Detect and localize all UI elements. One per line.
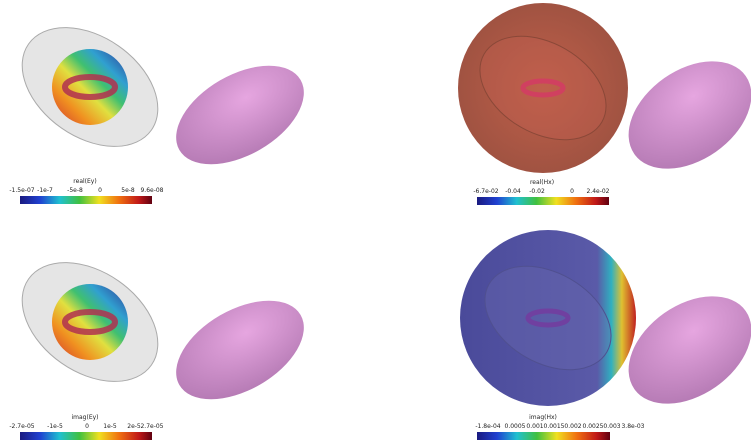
tick-label: 0 (85, 423, 89, 430)
tick-label: 2e-5 (127, 423, 141, 430)
colorbar (477, 432, 610, 440)
tick-label: -2.7e-05 (9, 423, 34, 430)
scene-bottom-right (460, 230, 751, 406)
tick-label: 0.001 (526, 423, 543, 430)
colorbar-real-hx: real(Hx) -6.7e-02 -0.04 -0.02 0 2.4e-02 (473, 179, 610, 205)
tick-label: -1e-7 (37, 187, 53, 194)
tick-label: 2.4e-02 (586, 188, 609, 195)
tick-label: -1.8e-04 (475, 423, 500, 430)
colorbar (477, 197, 609, 205)
tick-label: 2.7e-05 (140, 423, 163, 430)
tick-label: -0.04 (505, 188, 521, 195)
tick-label: -0.02 (529, 188, 545, 195)
tick-label: 1e-5 (103, 423, 117, 430)
tick-label: -5e-8 (67, 187, 83, 194)
tick-label: 9.6e-08 (140, 187, 163, 194)
tick-label: 0 (570, 188, 574, 195)
colorbar (20, 196, 152, 204)
tick-label: 0.002 (564, 423, 581, 430)
tick-label: 3.8e-03 (621, 423, 644, 430)
scene-bottom-left (21, 262, 304, 400)
colorbar-title: imag(Ey) (71, 414, 98, 421)
tick-label: 0 (98, 187, 102, 194)
colorbar (20, 432, 152, 440)
tick-label: 0.003 (603, 423, 620, 430)
colorbar-title: real(Hx) (530, 179, 554, 186)
tick-label: 0.0005 (505, 423, 526, 430)
tick-label: -1e-5 (47, 423, 63, 430)
tick-label: -1.5e-07 (9, 187, 34, 194)
tick-label: 5e-8 (121, 187, 135, 194)
scene-top-right (458, 3, 751, 173)
colorbar-title: imag(Hx) (529, 414, 557, 421)
scene-top-left (21, 27, 304, 165)
tick-label: 0.0015 (544, 423, 565, 430)
colorbar-real-ey: real(Ey) -1.5e-07 -1e-7 -5e-8 0 5e-8 9.6… (9, 178, 164, 204)
tick-label: -6.7e-02 (473, 188, 498, 195)
tick-label: 0.0025 (583, 423, 604, 430)
colorbar-imag-ey: imag(Ey) -2.7e-05 -1e-5 0 1e-5 2e-5 2.7e… (9, 414, 164, 440)
colorbar-title: real(Ey) (73, 178, 96, 185)
colorbar-imag-hx: imag(Hx) -1.8e-04 0.0005 0.001 0.0015 0.… (475, 414, 645, 440)
